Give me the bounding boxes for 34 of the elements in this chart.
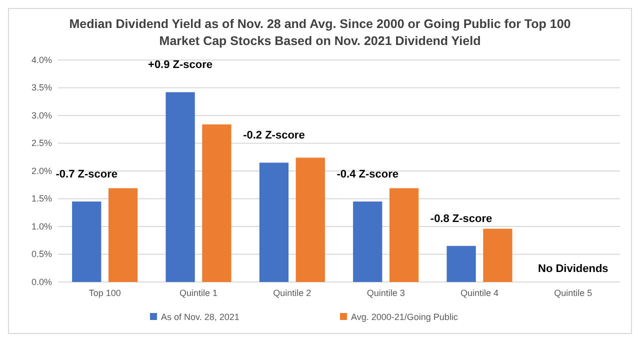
x-tick-label: Quintile 2 [273,288,312,298]
bar [483,228,512,282]
legend-label: As of Nov. 28, 2021 [161,312,240,322]
annotation: -0.2 Z-score [243,130,305,142]
y-tick-label: 2.5% [31,138,52,148]
annotation: -0.7 Z-score [56,168,118,181]
y-tick-label: 2.0% [31,166,52,176]
x-tick-label: Quintile 4 [460,288,499,298]
bar [72,202,102,282]
bar [296,158,325,282]
bar [353,202,382,282]
y-tick-label: 0.5% [31,249,52,260]
bar [389,188,419,282]
x-tick-label: Quintile 1 [179,288,218,298]
annotation: -0.4 Z-score [336,168,398,181]
chart-title: Median Dividend Yield as of Nov. 28 and Avg. Since 2000 or Going Public for Top 100 Market Cap Stocks Based on Nov. 2021 Dividend Yield [69,17,571,48]
bar [166,92,195,282]
y-tick-label: 0.0% [31,276,52,287]
y-tick-label: 3.5% [31,82,52,93]
x-tick-label: Quintile 5 [554,288,592,298]
bar [446,246,476,282]
annotation: +0.9 Z-score [148,59,213,72]
bar [259,162,289,282]
x-tick-label: Quintile 3 [366,288,405,298]
x-tick-label: Top 100 [88,288,121,298]
bar [108,188,138,282]
y-tick-label: 1.5% [31,194,52,204]
bar [202,124,232,282]
legend-label: Avg. 2000-21/Going Public [351,312,458,322]
annotation: No Dividends [538,263,608,275]
y-tick-label: 3.0% [31,110,52,120]
y-tick-label: 1.0% [31,221,52,232]
y-tick-label: 4.0% [31,54,52,65]
annotation: -0.8 Z-score [430,212,492,225]
